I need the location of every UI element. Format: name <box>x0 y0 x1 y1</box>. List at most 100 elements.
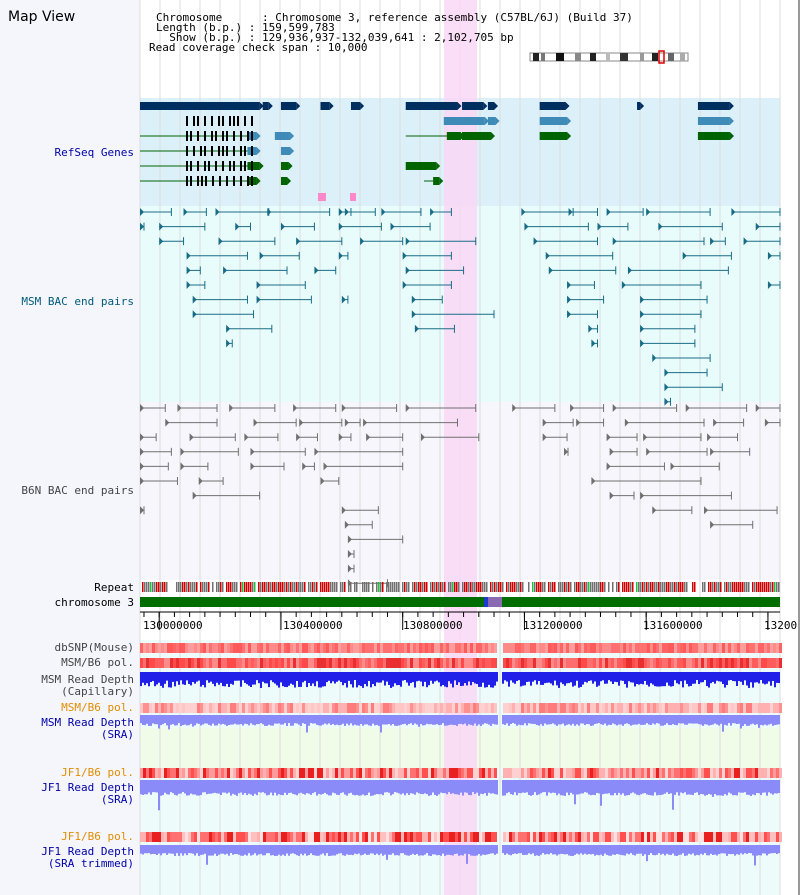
read-depth-bar <box>744 780 746 793</box>
read-depth-bar <box>650 715 652 726</box>
repeat-element <box>510 582 512 592</box>
msm-b6-pol-sra-label[interactable]: MSM/B6 pol. <box>61 701 134 714</box>
b6n-bac-pairs-label[interactable]: B6N BAC end pairs <box>21 484 134 497</box>
read-depth-bar <box>274 780 276 793</box>
repeat-element <box>672 582 674 592</box>
heat-cell <box>353 768 356 778</box>
read-depth-bar <box>348 780 350 794</box>
bac-end-marker <box>192 295 197 304</box>
read-depth-bar <box>140 672 142 687</box>
heat-cell <box>203 643 206 653</box>
heat-cell <box>662 703 665 713</box>
heat-cell <box>194 658 197 668</box>
heat-cell <box>590 703 593 713</box>
read-depth-bar <box>586 845 588 855</box>
heat-cell <box>545 832 548 842</box>
bac-end-marker <box>568 208 573 216</box>
chromosome-bar[interactable] <box>140 597 780 607</box>
read-depth-bar <box>176 845 178 854</box>
heat-cell <box>272 643 275 653</box>
gene-strand-arrow <box>439 177 444 185</box>
read-depth-bar <box>392 780 394 795</box>
read-depth-bar <box>750 715 752 725</box>
read-depth-bar <box>236 845 238 855</box>
repeat-label[interactable]: Repeat <box>94 581 134 594</box>
repeat-track[interactable] <box>142 582 780 592</box>
read-depth-bar <box>764 672 766 685</box>
heat-cell <box>191 643 194 653</box>
read-depth-bar <box>244 845 246 855</box>
read-depth-bar <box>398 672 400 685</box>
msm-bac-pairs-track[interactable] <box>140 208 781 406</box>
heat-cell <box>623 658 626 668</box>
heat-cell <box>332 658 335 668</box>
heat-cell <box>359 832 362 842</box>
read-depth-bar <box>506 780 508 794</box>
b6n-bac-pairs-track[interactable] <box>140 404 781 588</box>
repeat-element <box>380 582 382 592</box>
read-depth-bar <box>204 715 206 724</box>
read-depth-bar <box>152 780 154 793</box>
read-depth-bar <box>174 845 176 856</box>
msm-depth-sra-label[interactable]: MSM Read Depth <box>41 716 134 729</box>
heat-cell <box>533 643 536 653</box>
read-depth-bar <box>672 672 674 687</box>
msm-bac-pairs-label[interactable]: MSM BAC end pairs <box>21 295 134 308</box>
read-depth-tracks[interactable] <box>140 672 780 866</box>
heat-cell <box>434 768 437 778</box>
heat-cell <box>713 768 716 778</box>
heat-cell <box>599 643 602 653</box>
msm-depth-capillary-label[interactable]: MSM Read Depth <box>41 673 134 686</box>
read-depth-bar <box>720 780 722 796</box>
heat-cell <box>698 768 701 778</box>
heat-cell <box>641 643 644 653</box>
read-depth-bar <box>186 845 188 856</box>
heat-cell <box>464 832 467 842</box>
read-depth-bar <box>568 845 570 856</box>
read-depth-bar <box>578 672 580 688</box>
refseq-genes-label[interactable]: RefSeq Genes <box>54 146 134 159</box>
repeat-element <box>758 582 760 592</box>
selection-highlight[interactable] <box>444 0 477 895</box>
heat-cell <box>599 768 602 778</box>
heat-cell <box>248 832 251 842</box>
read-depth-bar <box>200 672 202 687</box>
refseq-genes-track[interactable] <box>140 102 734 201</box>
heat-cell <box>779 703 782 713</box>
jf1-depth-sra-label[interactable]: JF1 Read Depth <box>41 781 134 794</box>
read-depth-bar <box>634 845 636 856</box>
bac-end-marker <box>140 506 144 515</box>
msm-b6-pol-label[interactable]: MSM/B6 pol. <box>61 656 134 669</box>
polymorphism-heat-tracks[interactable] <box>140 643 782 842</box>
read-depth-bar <box>774 672 776 688</box>
chromosome-ideogram[interactable] <box>529 50 689 64</box>
heat-cell <box>434 703 437 713</box>
gene-strand-arrow <box>483 102 488 110</box>
read-depth-bar <box>290 672 292 684</box>
heat-cell <box>557 832 560 842</box>
read-depth-bar <box>622 715 624 726</box>
read-depth-bar <box>438 715 440 726</box>
chromosome-label[interactable]: chromosome 3 <box>54 596 134 609</box>
jf1-b6-pol-label[interactable]: JF1/B6 pol. <box>61 766 134 779</box>
heat-cell <box>680 832 683 842</box>
read-depth-bar <box>776 715 778 725</box>
bac-end-marker <box>606 462 611 471</box>
read-depth-bar <box>458 780 460 795</box>
heat-cell <box>722 768 725 778</box>
heat-cell <box>743 643 746 653</box>
heat-cell <box>221 643 224 653</box>
repeat-element <box>682 582 684 592</box>
jf1-b6-pol-trimmed-label[interactable]: JF1/B6 pol. <box>61 830 134 843</box>
read-depth-bar <box>688 672 690 687</box>
dbsnp-label[interactable]: dbSNP(Mouse) <box>54 641 134 654</box>
read-depth-bar <box>278 780 280 795</box>
heat-cell <box>668 768 671 778</box>
heat-cell <box>578 832 581 842</box>
read-depth-bar <box>726 672 728 686</box>
heat-cell <box>170 768 173 778</box>
read-depth-bar <box>226 715 228 726</box>
heat-cell <box>437 703 440 713</box>
read-depth-bar <box>302 715 304 724</box>
jf1-depth-trimmed-label[interactable]: JF1 Read Depth <box>41 845 134 858</box>
